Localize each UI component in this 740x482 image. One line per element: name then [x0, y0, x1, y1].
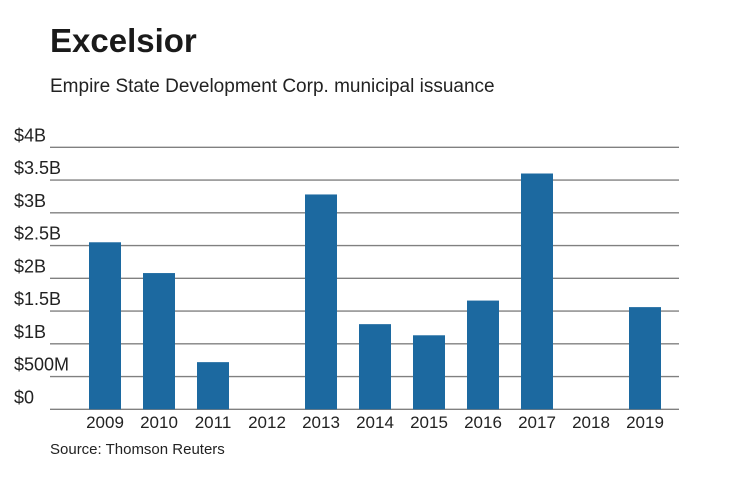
- y-tick-label: $3.5B: [14, 158, 61, 178]
- y-tick-label: $3B: [14, 191, 46, 211]
- y-tick-label: $0: [14, 387, 34, 407]
- y-tick-label: $4B: [14, 125, 46, 145]
- x-tick-label: 2010: [140, 413, 178, 432]
- x-tick-label: 2015: [410, 413, 448, 432]
- y-tick-label: $1.5B: [14, 289, 61, 309]
- y-tick-label: $2.5B: [14, 224, 61, 244]
- chart-title: Excelsior: [50, 22, 197, 59]
- source-note: Source: Thomson Reuters: [50, 441, 225, 458]
- bar-2013: [305, 194, 337, 410]
- y-tick-label: $1B: [14, 322, 46, 342]
- x-tick-label: 2019: [626, 413, 664, 432]
- bar-2019: [629, 307, 661, 410]
- x-tick-label: 2009: [86, 413, 124, 432]
- y-tick-label: $500M: [14, 355, 69, 375]
- x-tick-label: 2013: [302, 413, 340, 432]
- x-tick-label: 2017: [518, 413, 556, 432]
- x-tick-label: 2012: [248, 413, 286, 432]
- bar-2011: [197, 362, 229, 410]
- x-tick-label: 2014: [356, 413, 394, 432]
- bar-2017: [521, 173, 553, 410]
- x-tick-label: 2011: [195, 413, 232, 432]
- bar-2010: [143, 273, 175, 410]
- y-tick-label: $2B: [14, 256, 46, 276]
- chart-subtitle: Empire State Development Corp. municipal…: [50, 76, 495, 97]
- bar-2009: [89, 242, 121, 410]
- bar-2016: [467, 300, 499, 410]
- bar-2014: [359, 324, 391, 410]
- x-tick-label: 2018: [572, 413, 610, 432]
- bar-2015: [413, 335, 445, 410]
- x-tick-label: 2016: [464, 413, 502, 432]
